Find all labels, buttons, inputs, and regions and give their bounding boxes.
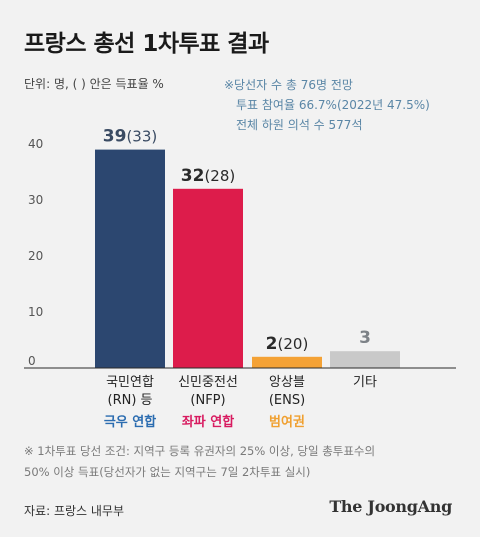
category-label: 국민연합 — [106, 375, 154, 390]
vote-share: (28) — [204, 167, 235, 185]
vote-share: (20) — [278, 335, 309, 353]
category-label: 신민중전선 — [178, 375, 238, 390]
source-credit: 자료: 프랑스 내무부 — [24, 504, 124, 518]
y-tick-label: 10 — [28, 305, 43, 319]
bar-value-label: 39(33) — [103, 127, 157, 147]
y-tick-label: 30 — [28, 193, 43, 207]
summary-notes: ※당선자 수 총 76명 전망 투표 참여율 66.7%(2022년 47.5%… — [224, 75, 430, 135]
bar — [330, 351, 400, 368]
bar — [95, 149, 165, 368]
category-group-label: 극우 연합 — [104, 414, 156, 430]
seat-count: 32 — [181, 166, 205, 186]
note-line: 전체 하원 의석 수 577석 — [236, 118, 363, 132]
category-label: 앙상블 — [269, 375, 305, 390]
category-group-label: 범여권 — [269, 414, 305, 430]
category-label: (RN) 등 — [108, 393, 153, 408]
bar-value-label: 3 — [359, 328, 371, 348]
footnote: ※ 1차투표 당선 조건: 지역구 등록 유권자의 25% 이상, 당일 총투표… — [24, 441, 375, 483]
footnote-line: 50% 이상 득표(당선자가 없는 지역구는 7일 2차투표 실시) — [24, 465, 311, 479]
seat-count: 2 — [266, 334, 278, 354]
category-group-label: 좌파 연합 — [182, 414, 234, 430]
seat-count: 39 — [103, 127, 127, 147]
bar — [173, 188, 243, 368]
bar — [252, 356, 322, 368]
category-label: 기타 — [353, 375, 377, 390]
brand-logo: The JoongAng — [329, 497, 452, 516]
bar-value-label: 2(20) — [266, 334, 309, 354]
note-line: 투표 참여율 66.7%(2022년 47.5%) — [236, 98, 430, 112]
y-tick-label: 40 — [28, 137, 43, 151]
seat-count: 3 — [359, 328, 371, 348]
footnote-line: ※ 1차투표 당선 조건: 지역구 등록 유권자의 25% 이상, 당일 총투표… — [24, 444, 376, 458]
y-tick-label: 20 — [28, 249, 43, 263]
category-label: (NFP) — [190, 393, 225, 408]
vote-share: (33) — [126, 128, 157, 146]
bar-value-label: 32(28) — [181, 166, 235, 186]
unit-note: 단위: 명, ( ) 안은 득표율 % — [24, 77, 164, 91]
note-line: ※당선자 수 총 76명 전망 — [224, 78, 353, 92]
category-label: (ENS) — [269, 393, 305, 408]
chart-title: 프랑스 총선 1차투표 결과 — [24, 31, 269, 57]
y-tick-label: 0 — [28, 354, 36, 368]
